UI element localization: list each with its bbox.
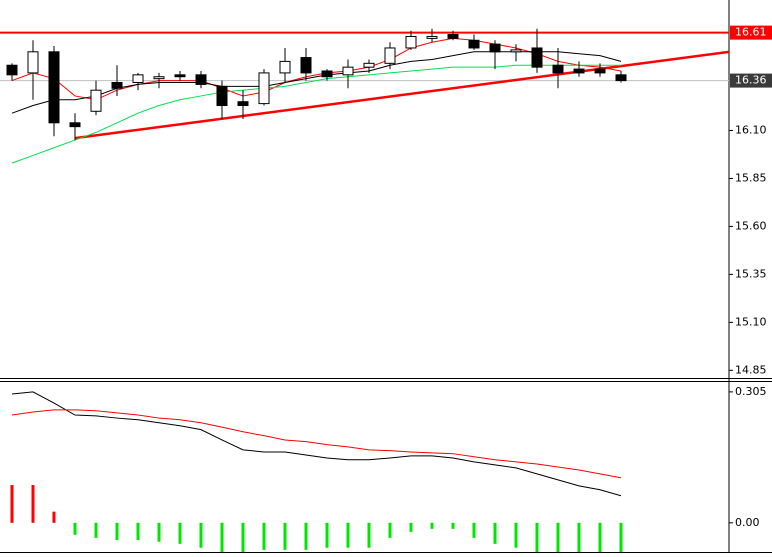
price-label-box	[730, 25, 772, 40]
candle-body	[48, 51, 60, 124]
panel	[10, 391, 623, 552]
histogram-bar	[31, 485, 35, 523]
candle-body	[237, 101, 249, 107]
histogram-bar	[388, 522, 392, 538]
histogram-bar	[73, 522, 77, 535]
candle-body	[510, 49, 522, 53]
candle-body	[384, 47, 396, 64]
candle-body	[195, 74, 207, 85]
candle-body	[27, 51, 39, 74]
histogram-bar	[577, 522, 581, 552]
price-label: 16.61	[735, 26, 767, 39]
y-tick-label: 0.305	[735, 385, 767, 398]
histogram-bar	[283, 522, 287, 550]
histogram-bar	[430, 522, 434, 529]
candle-body	[489, 43, 501, 53]
y-tick-label: 15.85	[735, 171, 767, 184]
y-tick-label: 0.00	[735, 516, 760, 529]
histogram-bar	[52, 511, 56, 523]
y-tick-label: 16.10	[735, 123, 767, 136]
indicator-line	[11, 391, 622, 497]
candle-body	[6, 64, 18, 76]
panel	[0, 28, 729, 164]
indicator-line	[11, 37, 622, 101]
histogram-bar	[556, 522, 560, 552]
candle-body	[90, 89, 102, 112]
price-axis: 0.305 0.00	[729, 385, 767, 529]
histogram-bar	[472, 522, 476, 538]
indicator-line	[11, 64, 621, 164]
price-label: 16.36	[735, 74, 767, 87]
histogram-bar	[325, 522, 329, 548]
candle-body	[573, 68, 585, 74]
candle-body	[468, 39, 480, 49]
candle-body	[594, 68, 606, 74]
candle-body	[405, 35, 417, 49]
candle-body	[111, 82, 123, 89]
candle-body	[153, 76, 165, 80]
histogram-bar	[220, 522, 224, 552]
histogram-bar	[598, 522, 602, 552]
histogram-bar	[493, 522, 497, 544]
candle-body	[363, 62, 375, 68]
trendline	[74, 50, 729, 140]
histogram-bar	[451, 522, 455, 529]
histogram-bar	[157, 522, 161, 542]
candle-body	[279, 60, 291, 74]
price-label-box	[730, 73, 772, 88]
histogram-bar	[10, 485, 14, 523]
histogram-bar	[115, 522, 119, 540]
histogram-bar	[94, 522, 98, 538]
candle-body	[132, 74, 144, 84]
candle-body	[531, 47, 543, 68]
histogram-bar	[619, 522, 623, 552]
histogram-bar	[346, 522, 350, 548]
indicator-line	[11, 409, 622, 479]
histogram-bar	[304, 522, 308, 550]
histogram-bar	[136, 522, 140, 540]
histogram-bar	[367, 522, 371, 548]
y-tick-label: 15.35	[735, 267, 767, 280]
histogram-bar	[262, 522, 266, 550]
candle-body	[216, 85, 228, 107]
y-tick-label: 15.60	[735, 219, 767, 232]
candle-body	[342, 66, 354, 76]
candle-body	[426, 35, 438, 39]
candle-body	[69, 122, 81, 128]
candle-body	[321, 70, 333, 78]
histogram-bar	[241, 522, 245, 552]
histogram-bar	[199, 522, 203, 548]
y-tick-label: 14.85	[735, 363, 767, 376]
candle-body	[300, 57, 312, 74]
histogram-bar	[514, 522, 518, 548]
histogram-bar	[535, 522, 539, 552]
candle-body	[447, 34, 459, 39]
candle-body	[258, 72, 270, 105]
y-tick-label: 15.10	[735, 315, 767, 328]
candle-body	[615, 74, 627, 82]
histogram-bar	[178, 522, 182, 544]
candle-body	[552, 64, 564, 74]
price-axis: 16.10 15.85 15.60 15.35 15.10 14.85 16.61 16.36	[729, 25, 772, 376]
candle-body	[174, 74, 186, 78]
histogram-bar	[409, 522, 413, 532]
